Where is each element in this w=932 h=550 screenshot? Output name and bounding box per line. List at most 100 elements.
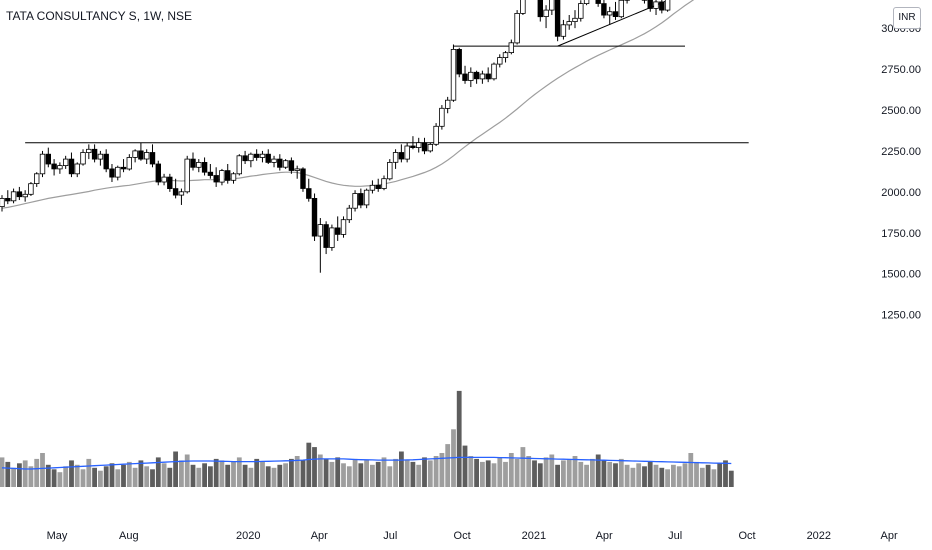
volume-bar bbox=[601, 460, 607, 487]
candle-body bbox=[473, 71, 480, 80]
volume-bar bbox=[144, 466, 150, 487]
volume-bar bbox=[294, 456, 300, 487]
candle-body bbox=[167, 176, 173, 190]
candle-body bbox=[387, 161, 393, 180]
candle-body bbox=[404, 145, 410, 160]
candle-body bbox=[138, 150, 144, 160]
volume-bar bbox=[578, 461, 584, 487]
volume-bar bbox=[630, 467, 636, 487]
candle-body bbox=[109, 168, 115, 178]
candle-body bbox=[259, 153, 266, 158]
candle-body bbox=[16, 191, 23, 198]
volume-bar bbox=[346, 466, 352, 487]
volume-bar bbox=[155, 457, 161, 487]
x-tick-label: Oct bbox=[738, 530, 755, 542]
candle-body bbox=[543, 9, 549, 18]
candle-body bbox=[10, 191, 17, 202]
candle-body bbox=[22, 193, 28, 198]
candle-body bbox=[230, 173, 237, 181]
candle-body bbox=[607, 11, 613, 16]
volume-bar bbox=[566, 458, 572, 487]
x-tick-label: May bbox=[47, 530, 68, 542]
volume-bar bbox=[561, 460, 566, 487]
x-tick-label: Jul bbox=[383, 530, 397, 542]
volume-bar bbox=[0, 457, 5, 487]
candle-body bbox=[363, 189, 370, 206]
volume-bar bbox=[242, 464, 248, 487]
candle-body bbox=[439, 107, 445, 127]
volume-bar bbox=[254, 458, 260, 487]
candle-body bbox=[132, 150, 138, 158]
volume-bar bbox=[676, 466, 682, 487]
candle-body bbox=[369, 184, 376, 191]
x-tick-label: 2022 bbox=[807, 530, 831, 542]
volume-bar bbox=[358, 463, 364, 487]
volume-bar bbox=[699, 467, 705, 487]
candle-body bbox=[143, 152, 150, 160]
x-tick-label: Aug bbox=[119, 530, 139, 542]
volume-bar bbox=[341, 463, 346, 487]
volume-bar bbox=[665, 469, 670, 487]
candle-body bbox=[664, 0, 671, 11]
candle-body bbox=[427, 143, 433, 152]
currency-badge[interactable]: INR bbox=[893, 7, 921, 29]
volume-bar bbox=[375, 461, 381, 487]
volume-ma-line bbox=[1, 456, 732, 470]
candle-body bbox=[74, 163, 80, 175]
candle-body bbox=[28, 183, 34, 195]
volume-bar bbox=[161, 463, 167, 487]
candle-body bbox=[491, 63, 497, 80]
volume-bar bbox=[22, 460, 28, 487]
volume-bar bbox=[45, 464, 51, 487]
candle-body bbox=[334, 227, 341, 235]
candle-body bbox=[91, 148, 98, 160]
volume-bar bbox=[503, 461, 508, 487]
volume-bar bbox=[728, 470, 734, 487]
candle-body bbox=[201, 161, 208, 173]
time-axis[interactable]: May Aug 2020 Apr Jul Oct 2021 Apr Jul Oct 2022 Apr bbox=[47, 530, 898, 542]
volume-bar bbox=[289, 458, 294, 487]
candle-body bbox=[213, 175, 219, 183]
volume-bar bbox=[213, 458, 219, 487]
candle-body bbox=[253, 153, 260, 158]
candle-body bbox=[421, 142, 428, 152]
candle-body bbox=[520, 0, 526, 14]
volume-bar bbox=[456, 390, 462, 487]
candle-body bbox=[358, 193, 364, 206]
volume-bar bbox=[526, 456, 532, 487]
volume-bar bbox=[265, 466, 271, 487]
candle-body bbox=[80, 152, 86, 165]
candle-body bbox=[410, 145, 416, 149]
volume-bar bbox=[462, 445, 468, 487]
volume-bar bbox=[138, 460, 144, 487]
candle-body bbox=[572, 17, 578, 22]
candle-body bbox=[224, 170, 231, 181]
volume-bar bbox=[647, 461, 653, 487]
volume-bar bbox=[485, 460, 491, 487]
candle-body bbox=[450, 49, 457, 101]
volume-bar bbox=[5, 461, 11, 487]
volume-bar bbox=[624, 464, 630, 487]
volume-bar bbox=[694, 461, 699, 487]
candle-body bbox=[502, 52, 509, 59]
volume-bar bbox=[260, 461, 265, 487]
candle-body bbox=[115, 166, 121, 178]
x-tick-label: Jul bbox=[668, 530, 682, 542]
price-axis[interactable]: 3750.003500.003250.003000.002750.002500.… bbox=[881, 0, 921, 322]
volume-bar bbox=[387, 466, 393, 487]
y-tick-label: 2250.00 bbox=[881, 146, 921, 158]
candle-body bbox=[352, 193, 358, 209]
volume-bar bbox=[572, 456, 578, 487]
volume-bar bbox=[474, 458, 479, 487]
candle-body bbox=[236, 155, 242, 175]
x-tick-label: 2021 bbox=[522, 530, 546, 542]
candle-body bbox=[537, 0, 543, 18]
volume-bar bbox=[439, 453, 445, 487]
volume-bar bbox=[173, 451, 178, 487]
candle-body bbox=[207, 171, 214, 176]
volume-bar bbox=[323, 458, 329, 487]
volume-bar bbox=[607, 461, 613, 487]
candle-body bbox=[514, 12, 520, 44]
volume-bar bbox=[167, 467, 173, 487]
